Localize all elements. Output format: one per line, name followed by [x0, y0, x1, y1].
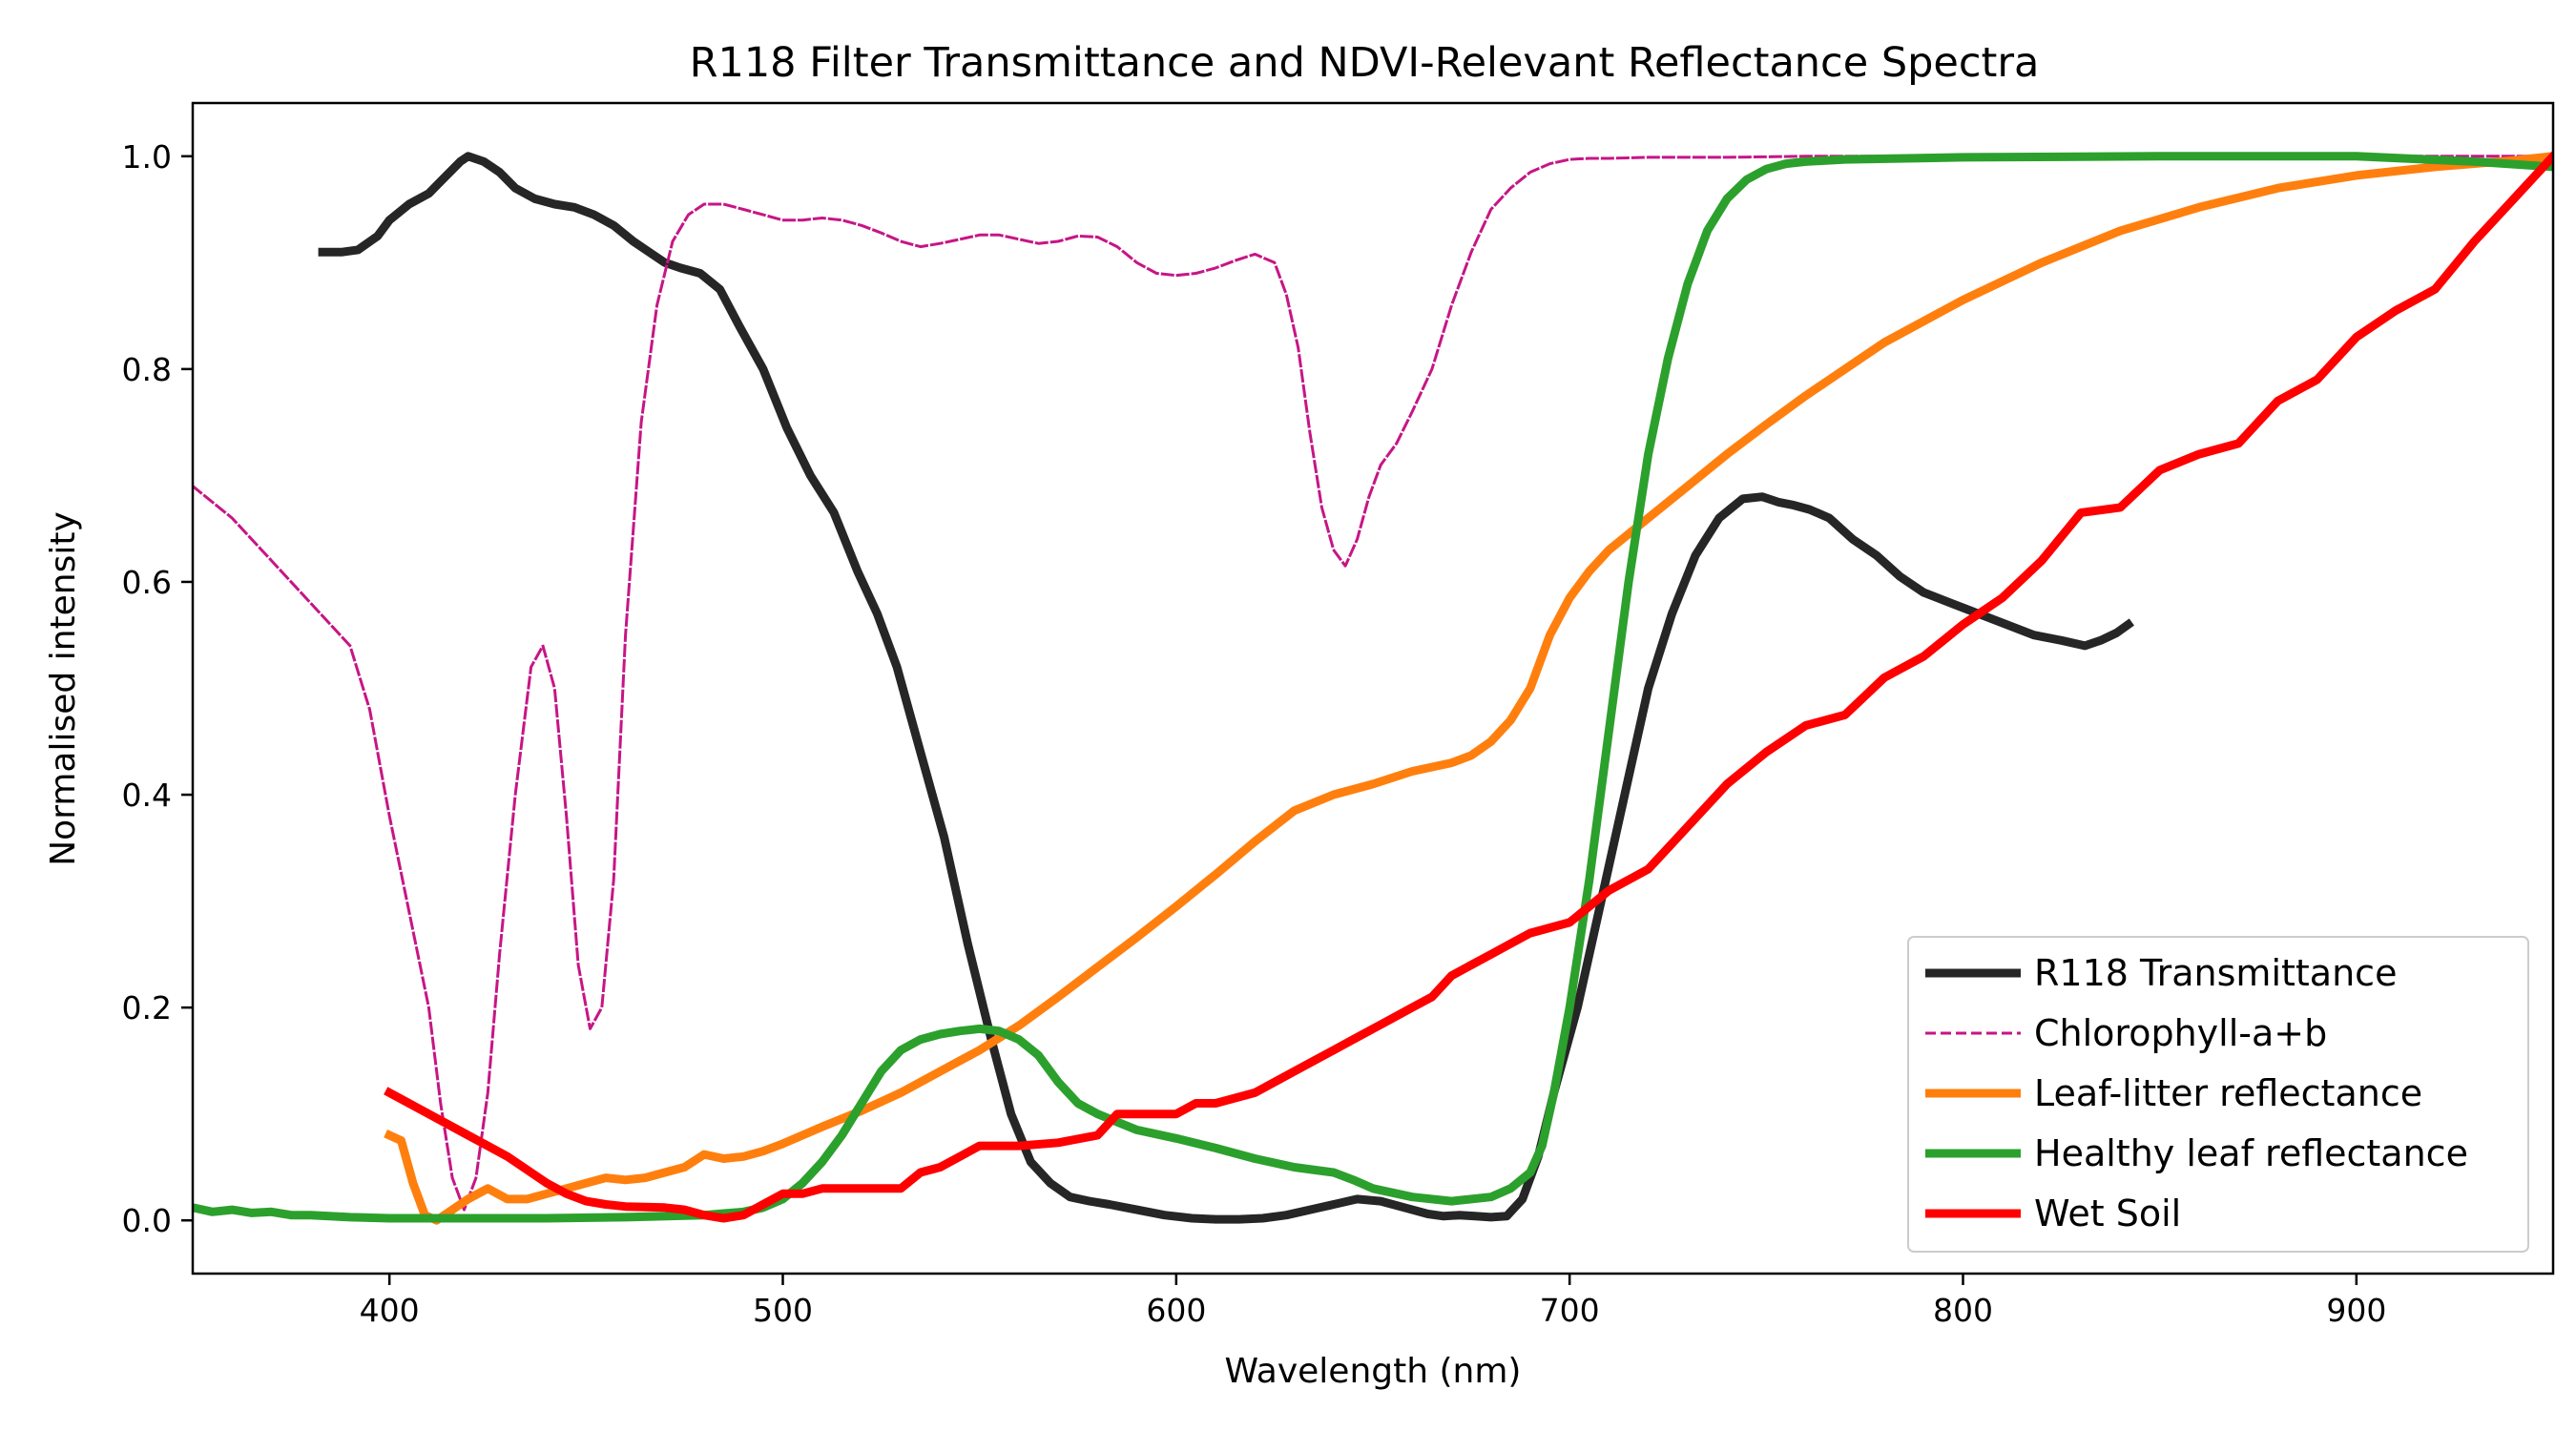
x-axis-label: Wavelength (nm) [1225, 1352, 1522, 1391]
series-line-healthy-leaf-reflectance [193, 152, 2553, 1223]
x-tick-label: 800 [1933, 1292, 1993, 1329]
y-axis-label: Normalised intensity [44, 511, 83, 866]
x-tick-label: 600 [1146, 1292, 1206, 1329]
series-line-leaf-litter-reflectance [384, 152, 2553, 1225]
legend-label-r118-transmittance: R118 Transmittance [2034, 952, 2397, 994]
series-line-chlorophyll-a-b [193, 155, 2553, 1212]
x-axis: 400 500 600 700 800 900 [360, 1274, 2386, 1329]
y-axis: 0.0 0.2 0.4 0.6 0.8 1.0 [122, 138, 193, 1239]
y-tick-label: 0.2 [122, 989, 172, 1027]
series-line-r118-transmittance [318, 152, 2134, 1224]
legend: R118 Transmittance Chlorophyll-a+b Leaf-li… [1907, 936, 2529, 1253]
x-tick-label: 500 [753, 1292, 813, 1329]
chart-title: R118 Filter Transmittance and NDVI-Relev… [690, 39, 2040, 87]
plot-frame [191, 101, 2555, 1275]
series-line-wet-soil [384, 150, 2553, 1223]
legend-label-chlorophyll-a-b: Chlorophyll-a+b [2034, 1012, 2327, 1054]
legend-label-healthy-leaf-reflectance: Healthy leaf reflectance [2034, 1132, 2468, 1174]
legend-label-leaf-litter-reflectance: Leaf-litter reflectance [2034, 1072, 2422, 1114]
legend-box [1907, 936, 2529, 1253]
x-tick-label: 900 [2326, 1292, 2386, 1329]
y-tick-label: 1.0 [122, 138, 172, 176]
y-tick-label: 0.6 [122, 564, 172, 601]
legend-label-wet-soil: Wet Soil [2034, 1192, 2181, 1234]
x-tick-label: 400 [360, 1292, 420, 1329]
y-tick-label: 0.0 [122, 1202, 172, 1239]
y-tick-label: 0.8 [122, 351, 172, 388]
series-layer [193, 150, 2553, 1225]
y-tick-label: 0.4 [122, 777, 172, 814]
x-tick-label: 700 [1540, 1292, 1600, 1329]
